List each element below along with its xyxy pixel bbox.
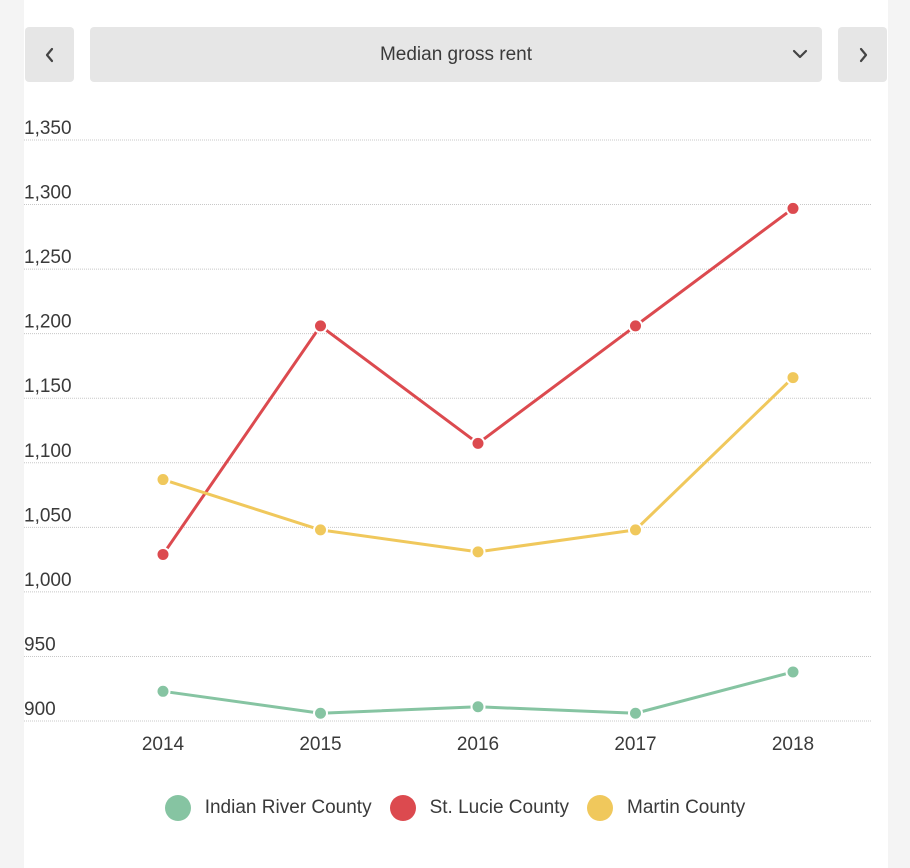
y-tick-label: 900 xyxy=(24,699,56,720)
legend-swatch xyxy=(389,795,416,821)
data-point[interactable] xyxy=(628,522,643,538)
legend-label: Martin County xyxy=(627,797,746,818)
legend-item[interactable]: Martin County xyxy=(587,795,745,821)
legend-swatch xyxy=(164,795,191,821)
data-point[interactable] xyxy=(785,200,801,216)
y-tick-label: 1,050 xyxy=(24,505,72,526)
chevron-down-icon xyxy=(792,49,808,59)
y-tick-label: 1,100 xyxy=(24,441,72,462)
data-point[interactable] xyxy=(313,318,328,334)
metric-selector[interactable]: Median gross rent xyxy=(90,27,822,82)
y-tick-label: 1,000 xyxy=(24,570,72,591)
y-tick-label: 1,200 xyxy=(24,312,72,333)
data-point[interactable] xyxy=(155,546,171,562)
next-button[interactable] xyxy=(838,27,887,82)
data-point[interactable] xyxy=(155,683,171,699)
legend-item[interactable]: St. Lucie County xyxy=(389,795,569,821)
chart-card xyxy=(24,0,888,868)
x-tick-label: 2018 xyxy=(772,734,814,755)
x-tick-label: 2014 xyxy=(142,734,185,755)
data-point[interactable] xyxy=(313,705,328,721)
y-tick-label: 1,150 xyxy=(24,376,72,397)
data-point[interactable] xyxy=(785,664,801,680)
chevron-right-icon xyxy=(859,47,867,62)
series-line xyxy=(162,376,795,554)
y-tick-label: 1,300 xyxy=(24,183,72,204)
data-point[interactable] xyxy=(470,435,486,451)
metric-selector-label: Median gross rent xyxy=(379,44,533,65)
x-tick-label: 2017 xyxy=(614,734,656,755)
chevron-left-icon xyxy=(45,47,53,62)
x-tick-label: 2015 xyxy=(299,734,341,755)
line-chart: 900 950 1,000 1,050 1,100 1,150 1,200 1,250 1,30… xyxy=(24,118,872,755)
previous-button[interactable] xyxy=(25,27,74,82)
y-tick-label: 1,350 xyxy=(24,118,72,139)
legend-label: St. Lucie County xyxy=(429,797,569,818)
legend-swatch xyxy=(587,795,613,821)
y-tick-label: 1,250 xyxy=(24,247,72,268)
data-point[interactable] xyxy=(628,318,643,334)
data-point[interactable] xyxy=(313,522,328,538)
x-tick-label: 2016 xyxy=(457,734,499,755)
data-point[interactable] xyxy=(470,544,486,560)
legend-label: Indian River County xyxy=(204,797,372,818)
data-point[interactable] xyxy=(470,699,486,715)
series-line xyxy=(161,207,794,556)
data-point[interactable] xyxy=(785,370,801,386)
y-tick-label: 950 xyxy=(24,634,56,655)
chart-legend: Indian River County St. Lucie County Marti… xyxy=(0,790,910,826)
data-point[interactable] xyxy=(155,472,171,488)
data-point[interactable] xyxy=(628,705,643,721)
legend-item[interactable]: Indian River County xyxy=(164,795,372,821)
